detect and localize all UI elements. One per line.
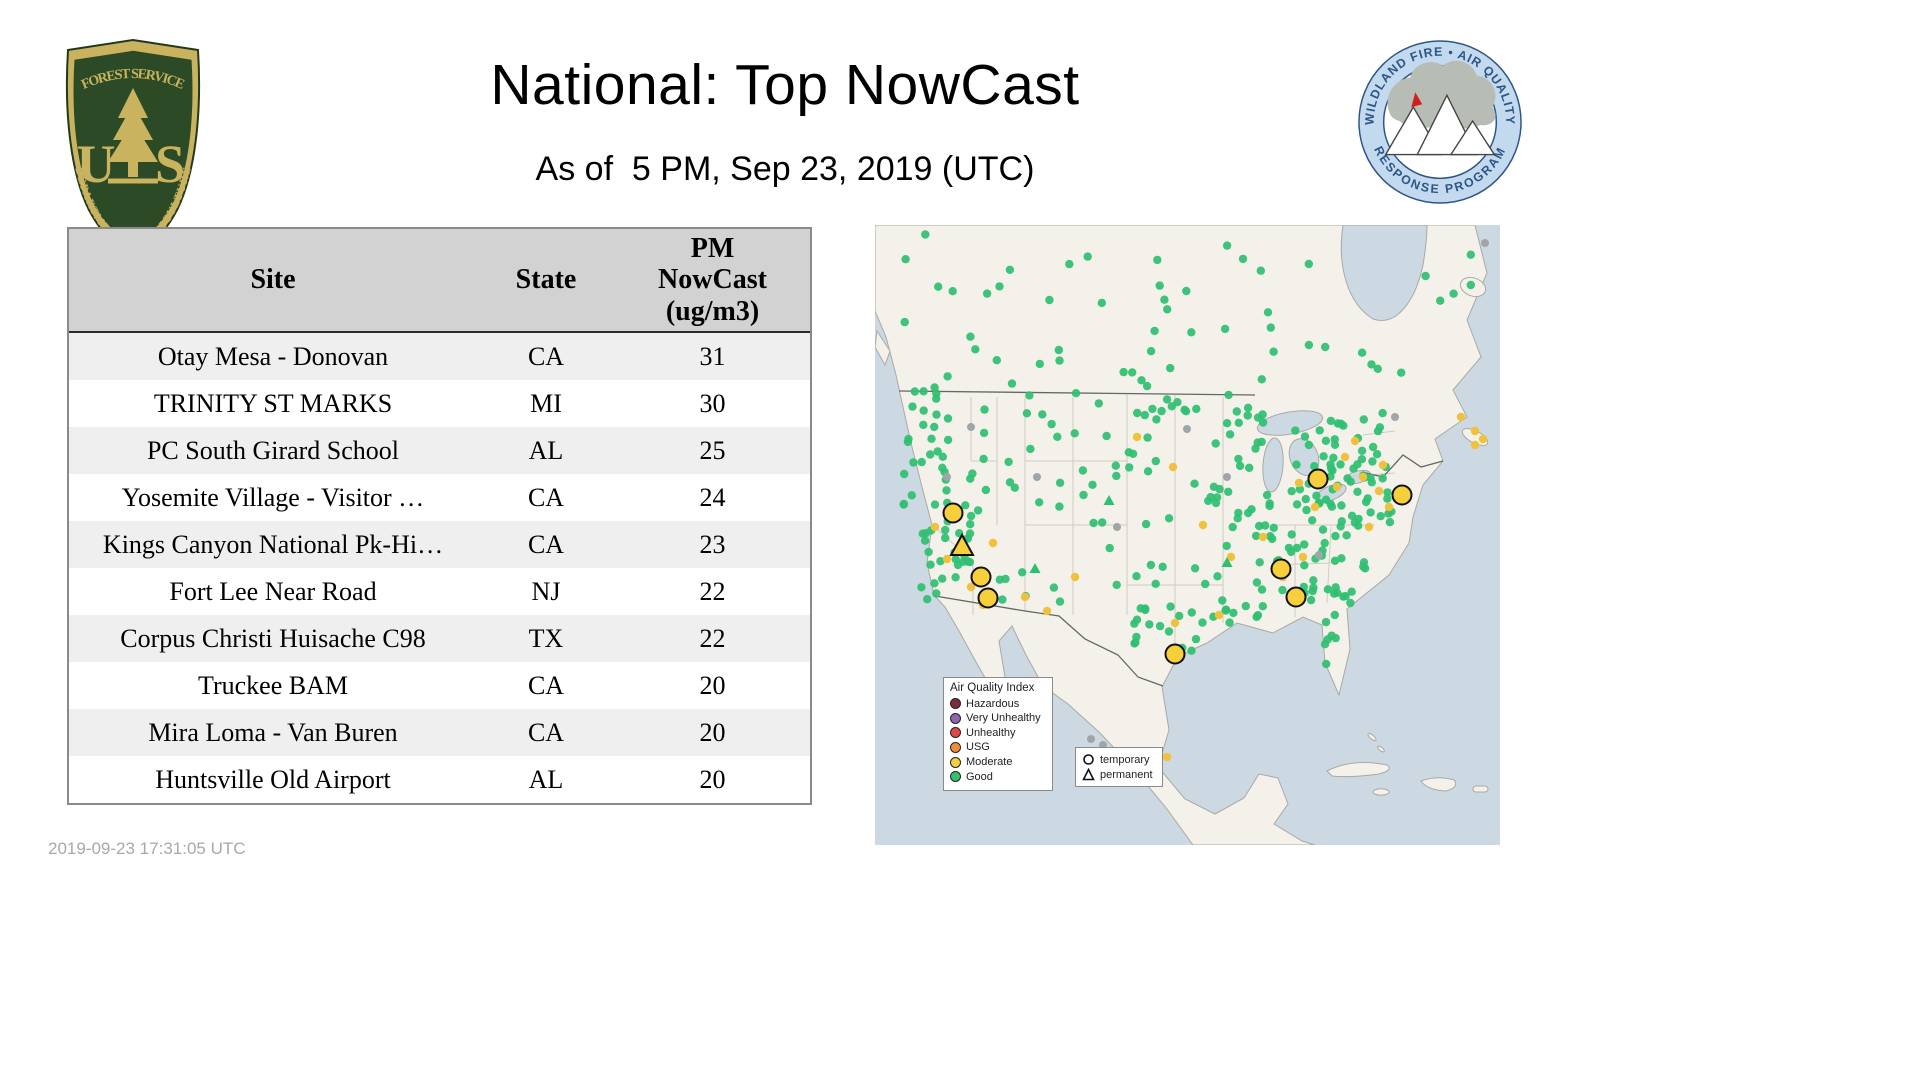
cell-state: TX xyxy=(528,623,564,653)
cell-state: AL xyxy=(528,764,564,794)
site-table-body: Otay Mesa - Donovan CA 31 TRINITY ST MARKS M… xyxy=(69,332,810,803)
aqi-category-swatch xyxy=(950,756,961,768)
cell-site: TRINITY ST MARKS xyxy=(153,388,393,418)
fs-letter-s: S xyxy=(155,134,185,194)
cell-pm-nowcast: 20 xyxy=(699,670,726,700)
cell-state: CA xyxy=(527,482,565,512)
aqi-legend-title: Air Quality Index xyxy=(950,682,1035,694)
col-header-site: Site xyxy=(69,229,477,333)
aqi-category-swatch xyxy=(950,741,961,753)
cell-site: PC South Girard School xyxy=(146,435,400,465)
aqi-legend: Air Quality Index Hazardous Very Unhealth… xyxy=(943,677,1053,792)
table-row: Fort Lee Near Road NJ 22 xyxy=(69,568,810,615)
aqi-map[interactable]: Air Quality Index Hazardous Very Unhealth… xyxy=(875,225,1500,845)
table-header-row: Site State PM NowCast (ug/m3) xyxy=(69,229,810,333)
map-islands xyxy=(875,276,1489,796)
page-title: National: Top NowCast xyxy=(490,53,1080,117)
cell-state: MI xyxy=(530,388,562,418)
cell-site: Otay Mesa - Donovan xyxy=(157,341,389,371)
aqi-legend-items: Hazardous Very Unhealthy Unhealthy USG Moder… xyxy=(950,698,1046,783)
aqi-category-label: Unhealthy xyxy=(966,726,1016,739)
top-site-markers xyxy=(942,468,1413,665)
cell-pm-nowcast: 20 xyxy=(699,764,726,794)
aqi-category-swatch xyxy=(950,727,961,739)
table-row: Huntsville Old Airport AL 20 xyxy=(69,756,810,803)
permanent-marker-row: permanent xyxy=(1082,768,1156,781)
fire-flag-icon xyxy=(1411,92,1423,108)
table-row: TRINITY ST MARKS MI 30 xyxy=(69,380,810,427)
marker-type-legend: temporary permanent xyxy=(1075,747,1163,787)
cell-state: CA xyxy=(527,529,565,559)
cell-pm-nowcast: 22 xyxy=(699,576,726,606)
cell-state: NJ xyxy=(531,576,561,606)
map-landmass xyxy=(875,225,1488,845)
cell-site: Huntsville Old Airport xyxy=(155,764,391,794)
monitor-dots xyxy=(899,230,1489,762)
permanent-triangle-icon xyxy=(1082,768,1095,781)
aqi-category-label: Moderate xyxy=(966,756,1013,769)
col-header-pm-nowcast: PM NowCast (ug/m3) xyxy=(615,229,810,333)
pine-tree-icon xyxy=(108,88,158,184)
aqi-category-swatch xyxy=(950,698,961,710)
cell-site: Kings Canyon National Pk-Hi… xyxy=(102,529,444,559)
aqi-legend-item: USG xyxy=(950,741,1046,753)
table-row: Truckee BAM CA 20 xyxy=(69,662,810,709)
aqi-legend-item: Hazardous xyxy=(950,698,1046,710)
aqi-legend-item: Good xyxy=(950,771,1046,783)
cell-pm-nowcast: 25 xyxy=(699,435,726,465)
table-row: Corpus Christi Huisache C98 TX 22 xyxy=(69,615,810,662)
cell-site: Mira Loma - Van Buren xyxy=(148,717,398,747)
col-header-state: State xyxy=(477,229,615,333)
cell-site: Yosemite Village - Visitor … xyxy=(121,482,425,512)
aqi-legend-item: Moderate xyxy=(950,756,1046,768)
cell-state: CA xyxy=(527,717,565,747)
table-row: Yosemite Village - Visitor … CA 24 xyxy=(69,474,810,521)
fs-letter-u: U xyxy=(77,134,116,194)
aqi-category-label: Good xyxy=(966,770,993,783)
cell-site: Fort Lee Near Road xyxy=(169,576,377,606)
cell-state: AL xyxy=(528,435,564,465)
cell-pm-nowcast: 23 xyxy=(699,529,726,559)
aqi-category-label: Hazardous xyxy=(966,697,1020,710)
cell-site: Corpus Christi Huisache C98 xyxy=(120,623,426,653)
temporary-circle-icon xyxy=(1083,754,1094,765)
aqi-category-label: Very Unhealthy xyxy=(966,712,1041,725)
table-row: Kings Canyon National Pk-Hi… CA 23 xyxy=(69,521,810,568)
cell-state: CA xyxy=(527,670,565,700)
generated-timestamp: 2019-09-23 17:31:05 UTC xyxy=(48,839,246,858)
aqi-category-swatch xyxy=(950,771,961,783)
wildland-fire-aqrp-logo: WILDLAND FIRE • AIR QUALITY RESPONSE PRO… xyxy=(1358,40,1522,204)
aqi-legend-item: Very Unhealthy xyxy=(950,712,1046,724)
cell-pm-nowcast: 20 xyxy=(699,717,726,747)
cell-pm-nowcast: 22 xyxy=(699,623,726,653)
cell-pm-nowcast: 30 xyxy=(699,388,726,418)
forest-service-logo: FOREST SERVICE DEPARTMENT OF AGRICULTURE… xyxy=(65,38,201,257)
aqi-legend-item: Unhealthy xyxy=(950,727,1046,739)
mountains-icon xyxy=(1384,93,1496,156)
table-row: Otay Mesa - Donovan CA 31 xyxy=(69,332,810,380)
aqi-category-swatch xyxy=(950,712,961,724)
cell-state: CA xyxy=(527,341,565,371)
top-nowcast-table: Site State PM NowCast (ug/m3) Otay Mesa … xyxy=(67,227,812,805)
aqi-category-label: USG xyxy=(966,741,990,754)
table-row: PC South Girard School AL 25 xyxy=(69,427,810,474)
cell-pm-nowcast: 24 xyxy=(699,482,726,512)
temporary-marker-row: temporary xyxy=(1082,753,1156,766)
table-row: Mira Loma - Van Buren CA 20 xyxy=(69,709,810,756)
permanent-label: permanent xyxy=(1100,768,1153,781)
cell-site: Truckee BAM xyxy=(198,670,348,700)
temporary-label: temporary xyxy=(1100,753,1150,766)
page-subtitle: As of 5 PM, Sep 23, 2019 (UTC) xyxy=(535,150,1035,188)
map-canvas[interactable] xyxy=(875,225,1500,845)
cell-pm-nowcast: 31 xyxy=(699,341,726,371)
